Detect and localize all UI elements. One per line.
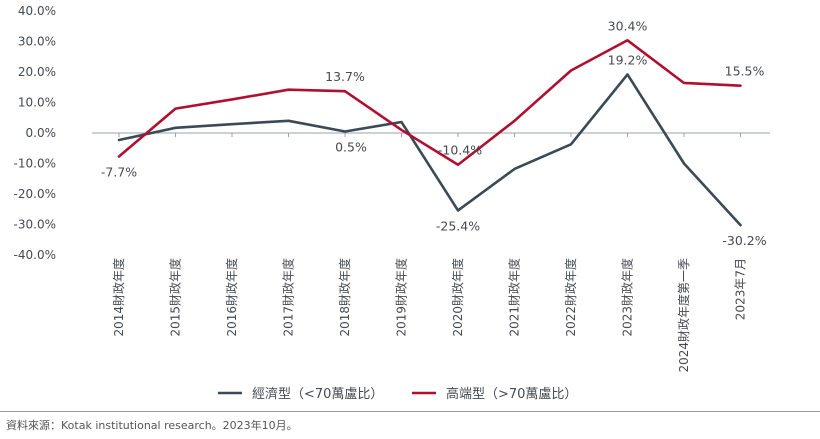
data-labels: -7.7% 13.7% 0.5% -10.4% -25.4% 30.4% 19.2% 15.5… <box>101 18 767 248</box>
data-label: 30.4% <box>608 18 648 33</box>
x-tick-label: 2016財政年度 <box>224 258 239 337</box>
y-tick-label: 40.0% <box>18 4 56 18</box>
data-label: -7.7% <box>101 164 137 179</box>
data-label: 19.2% <box>608 52 648 67</box>
x-tick-label: 2017財政年度 <box>281 258 296 337</box>
x-axis: 2014財政年度 2015財政年度 2016財政年度 2017財政年度 2018財政年度… <box>111 133 748 373</box>
data-label: -30.2% <box>722 233 766 248</box>
x-tick-label: 2022財政年度 <box>563 258 578 337</box>
data-label: 13.7% <box>325 69 365 84</box>
y-tick-label: -20.0% <box>14 187 56 201</box>
data-label: 15.5% <box>725 64 765 79</box>
y-tick-label: 10.0% <box>18 96 56 110</box>
x-tick-label: 2023財政年度 <box>620 258 635 337</box>
series-line-economy <box>117 73 742 227</box>
legend-label-economy: 經濟型（<70萬盧比） <box>252 386 383 402</box>
y-tick-label: -10.0% <box>14 157 56 171</box>
y-tick-label: 20.0% <box>18 65 56 79</box>
x-tick-label: 2024財政年度第一季 <box>676 258 691 373</box>
legend: 經濟型（<70萬盧比） 高端型（>70萬盧比） <box>218 386 577 402</box>
data-label: -25.4% <box>436 218 480 233</box>
line-chart: 40.0% 30.0% 20.0% 10.0% 0.0% -10.0% -20.0% -30.… <box>14 4 770 402</box>
data-label: -10.4% <box>438 143 482 158</box>
x-tick-label: 2015財政年度 <box>168 258 183 337</box>
y-tick-label: -40.0% <box>14 248 56 262</box>
x-tick-label: 2020財政年度 <box>450 258 465 337</box>
series-lines <box>117 38 742 227</box>
y-tick-label: 30.0% <box>18 35 56 49</box>
y-tick-label: -30.0% <box>14 218 56 232</box>
footer-divider <box>0 411 820 412</box>
y-axis: 40.0% 30.0% 20.0% 10.0% 0.0% -10.0% -20.0% -30.… <box>14 4 56 262</box>
series-line-premium <box>117 38 742 167</box>
x-tick-label: 2014財政年度 <box>111 258 126 337</box>
x-tick-label: 2019財政年度 <box>394 258 409 337</box>
source-note: 資料來源：Kotak institutional research。2023年1… <box>6 419 298 432</box>
y-tick-label: 0.0% <box>26 126 57 140</box>
x-tick-label: 2021財政年度 <box>507 258 522 337</box>
legend-label-premium: 高端型（>70萬盧比） <box>446 386 577 402</box>
x-tick-label: 2023年7月 <box>734 258 748 320</box>
x-tick-label: 2018財政年度 <box>337 258 352 337</box>
data-label: 0.5% <box>335 139 367 154</box>
